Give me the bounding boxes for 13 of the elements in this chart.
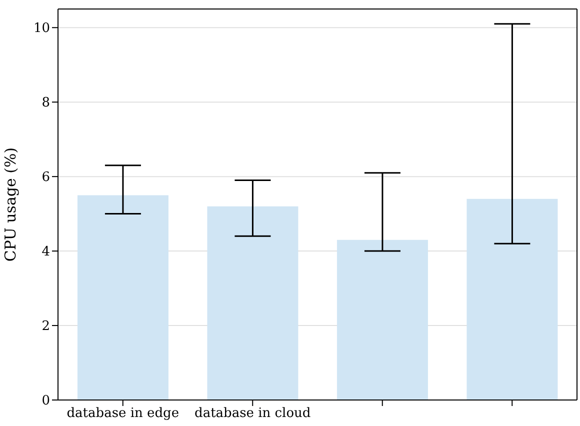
x-tick-label: database in cloud [194,406,311,422]
x-tick-label: database in edge [66,406,180,422]
y-tick-label: 10 [33,21,50,36]
bar [336,240,428,400]
y-axis-title: CPU usage (%) [1,147,20,262]
y-tick-label: 2 [42,319,50,334]
bar [466,198,558,400]
y-tick-label: 6 [42,170,50,186]
bar [77,195,168,400]
bar [207,206,298,400]
y-tick-label: 0 [42,394,50,409]
y-tick-label: 4 [42,244,50,260]
y-tick-label: 8 [42,96,50,111]
